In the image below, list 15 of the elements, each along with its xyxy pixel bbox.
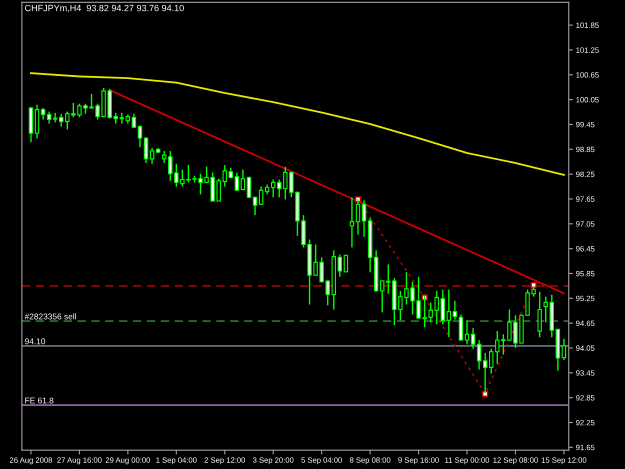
ref-line-label: 94.10 [25,338,46,344]
ref-line-label: FE 61.8 [25,398,54,404]
chart-title: CHFJPYm,H4 93.82 94.27 93.76 94.10 [25,4,184,12]
line-series [30,72,565,176]
candlestick [89,93,94,110]
point [482,390,488,398]
candlestick [34,104,40,140]
ref-line-label: #2823356 sell [24,313,76,320]
candlestick [458,314,464,341]
candlestick [144,136,148,164]
candlestick [246,176,252,199]
candlestick [301,214,306,248]
candlestick [537,291,542,338]
candlestick [410,281,415,316]
candlestick [350,196,354,248]
